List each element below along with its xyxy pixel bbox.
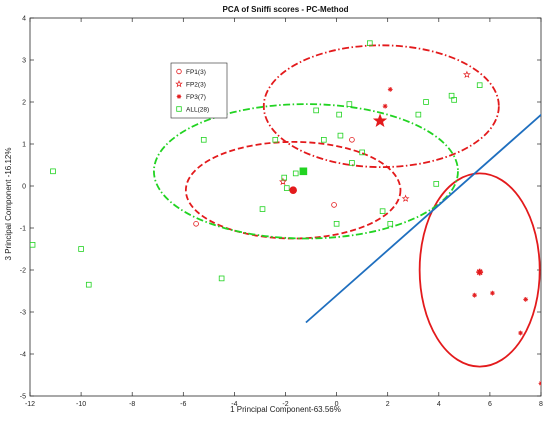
data-point [218, 275, 225, 282]
centroid-marker [299, 167, 308, 176]
data-point [433, 181, 440, 187]
data-point [78, 246, 84, 252]
data-point [387, 87, 393, 92]
data-point [281, 174, 288, 181]
data-point [336, 111, 342, 118]
x-tick-label: -4 [231, 401, 237, 408]
data-point [331, 202, 337, 208]
x-tick-label: 4 [437, 401, 441, 408]
legend: FP1(3) FP2(3) FP3(7) ALL(28) [170, 62, 228, 119]
data-point [50, 168, 56, 175]
data-point [490, 290, 495, 296]
legend-box [170, 62, 228, 119]
centroid-marker [372, 113, 388, 127]
centroid-marker [476, 268, 484, 276]
data-point [321, 136, 327, 143]
data-point [382, 103, 388, 109]
y-tick-label: -2 [20, 268, 26, 275]
x-tick-label: 2 [386, 401, 390, 408]
data-point [193, 221, 199, 227]
y-tick-label: 4 [22, 16, 26, 23]
legend-marker [176, 94, 182, 99]
data-point [415, 111, 422, 118]
x-tick-label: -12 [25, 401, 35, 408]
data-point [387, 220, 394, 227]
data-point [313, 107, 319, 114]
x-tick-label: 0 [335, 401, 339, 408]
data-point [401, 194, 410, 202]
data-point [272, 136, 279, 143]
confidence-ellipse [153, 103, 459, 240]
data-point [538, 381, 541, 386]
y-tick-label: -5 [20, 394, 26, 401]
legend-marker [176, 106, 182, 112]
confidence-ellipse [418, 172, 541, 368]
data-point [200, 136, 207, 143]
data-point [279, 177, 287, 186]
separator-line [305, 113, 541, 324]
data-point [292, 170, 299, 177]
y-tick-label: -4 [20, 352, 26, 359]
legend-entry-label: FP2(3) [186, 81, 206, 88]
y-tick-label: 3 [22, 58, 26, 65]
legend-marker [176, 68, 182, 75]
data-point [283, 185, 290, 191]
data-point [523, 297, 529, 302]
y-axis-label: 3 Principal Component -16.12% [4, 148, 13, 261]
y-tick-label: 1 [22, 142, 26, 149]
data-point [379, 208, 386, 215]
data-point [349, 160, 355, 166]
data-point [337, 132, 344, 139]
data-point [30, 241, 36, 248]
data-point [259, 206, 266, 212]
x-tick-label: -8 [129, 401, 135, 408]
plot-frame [29, 17, 542, 397]
data-point [359, 149, 365, 156]
legend-entry-label: FP3(7) [186, 94, 206, 101]
x-tick-label: 8 [539, 401, 543, 408]
data-point [349, 137, 355, 143]
confidence-ellipse [262, 44, 500, 168]
y-tick-label: 2 [22, 100, 26, 107]
y-tick-label: 0 [22, 184, 26, 191]
x-axis-label: 1 Principal Component-63.56% [230, 405, 341, 414]
y-tick-label: -1 [20, 226, 26, 233]
legend-marker [175, 80, 183, 88]
plot-content [30, 40, 541, 386]
y-tick-label: -3 [20, 310, 26, 317]
data-point [451, 97, 457, 103]
data-point [518, 330, 523, 336]
centroid-marker [289, 186, 297, 195]
data-point [85, 281, 92, 288]
x-tick-label: 6 [488, 401, 492, 408]
data-point [367, 40, 373, 46]
data-point [346, 101, 353, 107]
data-point [333, 220, 340, 227]
data-point [462, 70, 471, 79]
chart-title: PCA of Sniffi scores - PC-Method [223, 5, 349, 14]
x-tick-label: -6 [180, 401, 186, 408]
data-point [472, 292, 477, 298]
legend-entry-label: ALL(28) [186, 106, 209, 113]
x-tick-label: -10 [76, 401, 86, 408]
data-point [476, 82, 483, 89]
data-point [423, 99, 429, 105]
legend-entry-label: FP1(3) [186, 69, 206, 76]
x-tick-label: -2 [282, 401, 288, 408]
